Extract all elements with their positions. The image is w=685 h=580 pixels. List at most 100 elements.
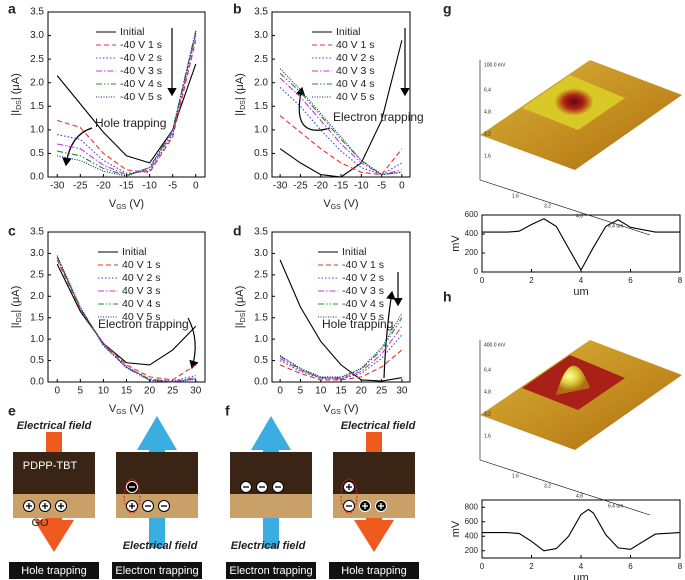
axis-label: mV (450, 235, 462, 252)
x-tick-label: -20 (96, 181, 111, 192)
x-tick-label: 10 (98, 386, 110, 397)
y-tick-label: 2.0 (30, 77, 44, 88)
field-label: Electrical field (341, 420, 416, 432)
afm-tick: 6.4 (484, 87, 491, 93)
series-line (57, 40, 197, 173)
afm-tick: 3.2 (544, 203, 551, 209)
afm-tick: 4.8 (576, 213, 583, 219)
annotation: Electron trapping (98, 317, 189, 331)
y-tick-label: 2.0 (30, 291, 44, 302)
y-tick-label: 2.5 (254, 54, 268, 65)
afm-axis (479, 179, 651, 236)
afm-tick: 4.8 (484, 109, 491, 115)
legend-label: 40 V 4 s (336, 78, 375, 90)
y-tick-label: 3.0 (30, 248, 44, 259)
axis-label-part: V (323, 403, 331, 415)
axis-label-sub: GS (331, 204, 341, 211)
layer-label: GO (31, 517, 49, 529)
series-line (279, 349, 403, 381)
field-label: Electrical field (17, 420, 92, 432)
y-tick-label: 2.0 (254, 77, 268, 88)
plot-frame (481, 499, 681, 559)
legend-label: -40 V 1 s (342, 259, 384, 271)
y-tick-label: 0 (474, 267, 479, 276)
x-tick-label: -5 (377, 181, 386, 192)
axis-label-sub: DS (240, 100, 247, 110)
series-line (56, 259, 197, 381)
y-tick-label: 600 (465, 210, 479, 219)
axis-label-part: V (323, 198, 331, 210)
series-line (482, 508, 681, 552)
axis-label-part: V (109, 198, 117, 210)
axis-label-sub: GS (116, 204, 126, 211)
x-tick-label: 20 (356, 386, 368, 397)
series-line (56, 255, 196, 383)
axis-label: um (573, 572, 588, 580)
trap-ring (340, 478, 358, 514)
series-line (56, 263, 197, 366)
afm-peak (556, 365, 590, 395)
y-tick-label: 3.5 (30, 227, 44, 238)
layer-label: PDPP-TBT (23, 460, 78, 472)
afm-tick: 6.4 um (608, 223, 623, 229)
caption-box (112, 562, 202, 579)
axis-label-part: |I (10, 322, 22, 328)
axis-label: VGS (V) (323, 403, 358, 416)
x-tick-label: -25 (293, 181, 308, 192)
panel-label: f (225, 403, 230, 419)
x-tick-label: 20 (144, 386, 156, 397)
caption: Hole trapping (21, 565, 86, 577)
caption: Hole trapping (341, 565, 406, 577)
x-tick-label: -10 (142, 181, 157, 192)
afm-tick: 1.6 (512, 473, 519, 479)
axis-label-sub: DS (16, 100, 23, 110)
afm-tick: 1.6 (484, 153, 491, 159)
plot-frame (481, 214, 681, 273)
axis-label-part: (V) (341, 198, 359, 210)
afm-axis (479, 459, 651, 516)
axis-label-sub: GS (331, 409, 341, 416)
afm-tick: 1.6 (484, 433, 491, 439)
axis-label-part: (V) (341, 403, 359, 415)
y-tick-label: 800 (465, 502, 479, 511)
caption-box (226, 562, 316, 579)
x-tick-label: 2 (529, 562, 534, 571)
axis-label-part: V (109, 403, 117, 415)
y-tick-label: 3.0 (30, 30, 44, 41)
y-tick-label: 200 (465, 248, 479, 257)
legend-label: -40 V 3 s (120, 65, 162, 77)
x-tick-label: 25 (376, 386, 388, 397)
caption-box (9, 562, 99, 579)
annotation: Electron trapping (333, 110, 424, 124)
afm-tick: 3.2 (484, 411, 491, 417)
y-tick-label: 1.5 (254, 101, 268, 112)
panel-label: h (443, 289, 452, 305)
legend-label: 40 V 2 s (122, 272, 161, 284)
x-tick-label: -15 (334, 181, 349, 192)
x-tick-label: -30 (273, 181, 288, 192)
panel-label: a (8, 1, 16, 17)
x-tick-label: -25 (73, 181, 88, 192)
panel-label: g (443, 1, 452, 17)
arrows (62, 28, 410, 379)
axis-label: VGS (V) (323, 198, 358, 211)
legend-label: Initial (120, 26, 145, 38)
series-line (57, 30, 197, 177)
legend-label: 40 V 5 s (336, 91, 375, 103)
x-tick-label: 0 (193, 181, 199, 192)
x-tick-label: -15 (119, 181, 134, 192)
annotation: Hole trapping (322, 317, 393, 331)
y-tick-label: 0.0 (254, 377, 268, 388)
y-tick-label: 3.5 (254, 227, 268, 238)
y-tick-label: 1.5 (30, 101, 44, 112)
axis-label-part: |I (234, 110, 246, 116)
y-tick-label: 1.0 (30, 334, 44, 345)
x-tick-label: 5 (78, 386, 84, 397)
legend-label: -40 V 5 s (342, 311, 384, 323)
legend-label: 40 V 3 s (336, 65, 375, 77)
afm-tick: 4.8 (484, 389, 491, 395)
y-tick-label: 0.5 (254, 355, 268, 366)
y-tick-label: 0.0 (30, 377, 44, 388)
axis-label-part: | (μA) (234, 73, 246, 100)
y-tick-label: 400 (465, 531, 479, 540)
